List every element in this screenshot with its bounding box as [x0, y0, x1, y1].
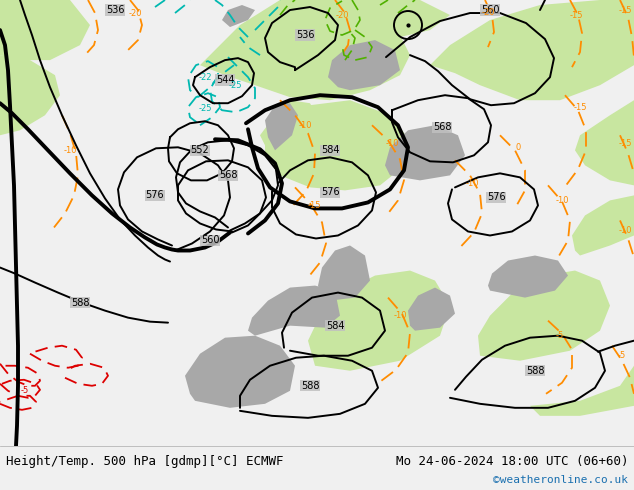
Text: -5: -5: [556, 331, 564, 340]
Polygon shape: [248, 286, 340, 336]
Text: -15: -15: [573, 103, 586, 112]
Text: -15: -15: [618, 139, 631, 148]
Text: -10: -10: [393, 311, 407, 320]
Polygon shape: [408, 288, 455, 331]
Polygon shape: [530, 366, 634, 416]
Text: -5: -5: [21, 386, 29, 395]
Text: -25: -25: [198, 104, 212, 113]
Polygon shape: [265, 100, 410, 191]
Polygon shape: [488, 255, 568, 297]
Text: -15: -15: [569, 10, 583, 20]
Text: Height/Temp. 500 hPa [gdmp][°C] ECMWF: Height/Temp. 500 hPa [gdmp][°C] ECMWF: [6, 455, 283, 468]
Text: -10: -10: [385, 139, 399, 148]
Text: -15: -15: [307, 201, 321, 210]
Text: -15: -15: [618, 5, 631, 15]
Polygon shape: [478, 270, 610, 361]
Polygon shape: [200, 0, 410, 100]
Text: -10: -10: [618, 226, 631, 235]
Text: 0: 0: [515, 143, 521, 152]
Text: -22: -22: [198, 73, 212, 82]
Polygon shape: [572, 196, 634, 255]
Text: -20: -20: [128, 8, 142, 18]
Text: -10: -10: [465, 179, 479, 188]
Polygon shape: [260, 100, 320, 153]
Polygon shape: [385, 125, 465, 180]
Polygon shape: [0, 0, 90, 60]
Text: 588: 588: [526, 366, 544, 376]
Polygon shape: [308, 270, 450, 371]
Text: ©weatheronline.co.uk: ©weatheronline.co.uk: [493, 475, 628, 485]
Polygon shape: [310, 0, 450, 37]
Text: 568: 568: [433, 122, 451, 132]
Text: -20: -20: [481, 7, 495, 17]
Text: Mo 24-06-2024 18:00 UTC (06+60): Mo 24-06-2024 18:00 UTC (06+60): [396, 455, 628, 468]
Polygon shape: [265, 103, 298, 150]
Text: 576: 576: [321, 187, 339, 197]
Text: 588: 588: [71, 297, 89, 308]
Text: 552: 552: [191, 146, 209, 155]
Polygon shape: [185, 336, 295, 408]
Polygon shape: [575, 100, 634, 185]
Polygon shape: [328, 40, 400, 90]
Text: 536: 536: [295, 30, 314, 40]
Text: 588: 588: [301, 381, 320, 391]
Text: -25: -25: [228, 81, 242, 90]
Text: 544: 544: [216, 75, 234, 85]
Polygon shape: [0, 55, 60, 135]
Text: 568: 568: [219, 171, 237, 180]
Text: -5: -5: [618, 351, 626, 360]
Text: 584: 584: [321, 146, 339, 155]
Text: -10: -10: [555, 196, 569, 205]
Text: 560: 560: [201, 236, 219, 245]
Text: 560: 560: [481, 5, 499, 15]
Text: 536: 536: [106, 5, 124, 15]
Text: -10: -10: [298, 121, 312, 130]
Text: 584: 584: [326, 320, 344, 331]
Text: 576: 576: [146, 191, 164, 200]
Text: -10: -10: [63, 146, 77, 155]
Polygon shape: [430, 0, 634, 100]
Text: 576: 576: [487, 193, 505, 202]
Polygon shape: [318, 245, 370, 300]
Polygon shape: [222, 5, 255, 27]
Text: -20: -20: [335, 10, 349, 20]
